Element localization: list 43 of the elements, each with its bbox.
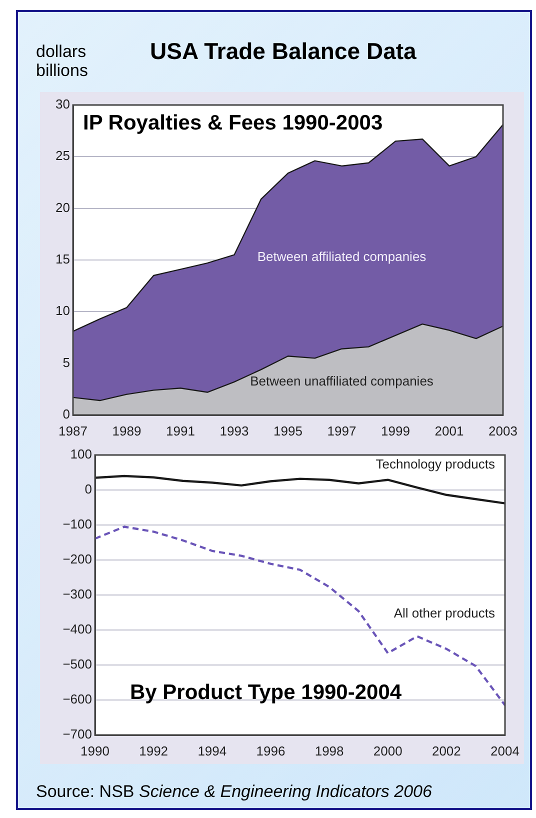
y-tick-label: −500 xyxy=(62,656,92,672)
y-tick-label: 25 xyxy=(56,148,70,164)
x-tick-label: 1998 xyxy=(314,743,344,758)
x-tick-label: 1991 xyxy=(166,423,195,438)
y-tick-label: −400 xyxy=(62,622,92,637)
y-tick-label: −300 xyxy=(62,586,92,602)
y-tick-label: 15 xyxy=(56,252,70,267)
y-tick-label: 0 xyxy=(62,406,70,422)
line-series xyxy=(95,526,505,706)
x-tick-label: 1990 xyxy=(80,743,110,758)
y-tick-label: −600 xyxy=(62,692,92,707)
y-tick-label: 5 xyxy=(62,354,70,370)
x-tick-label: 1996 xyxy=(256,743,286,758)
y-tick-label: 10 xyxy=(56,303,70,318)
text: By Product Type 1990-2004 xyxy=(130,681,402,705)
x-tick-label: 1994 xyxy=(198,743,227,758)
x-tick-label: 1995 xyxy=(274,423,302,438)
x-tick-label: 1992 xyxy=(139,743,168,758)
x-tick-label: 1993 xyxy=(220,423,249,438)
x-tick-label: 2000 xyxy=(373,743,402,758)
x-tick-label: 1999 xyxy=(381,423,410,438)
y-tick-label: −700 xyxy=(62,726,92,742)
chart-subtitle: IP Royalties & Fees 1990-2003 xyxy=(83,111,383,134)
series-label: Between unaffiliated companies xyxy=(250,374,434,389)
x-tick-label: 1987 xyxy=(58,423,88,438)
y-axis-title: dollars billions xyxy=(36,42,89,80)
x-tick-label: 2002 xyxy=(432,743,461,758)
y-tick-label: 30 xyxy=(56,96,70,112)
x-tick-label: 2004 xyxy=(490,743,520,758)
y-tick-label: −100 xyxy=(62,516,92,532)
series-label: Technology products xyxy=(376,456,496,472)
series-label: All other products xyxy=(394,605,496,620)
series-label: Between affiliated companies xyxy=(257,248,427,264)
x-tick-label: 1997 xyxy=(327,423,356,438)
y-tick-label: 20 xyxy=(56,200,70,215)
x-tick-label: 1989 xyxy=(112,423,142,438)
x-tick-label: 2003 xyxy=(488,423,518,438)
y-tick-label: 0 xyxy=(84,482,92,497)
source-note: Source: NSB Science & Engineering Indicators 2006 xyxy=(36,782,432,802)
chart-title: USA Trade Balance Data xyxy=(150,38,416,65)
y-tick-label: 100 xyxy=(70,446,92,462)
x-tick-label: 2001 xyxy=(434,423,464,438)
y-tick-label: −200 xyxy=(62,552,92,567)
